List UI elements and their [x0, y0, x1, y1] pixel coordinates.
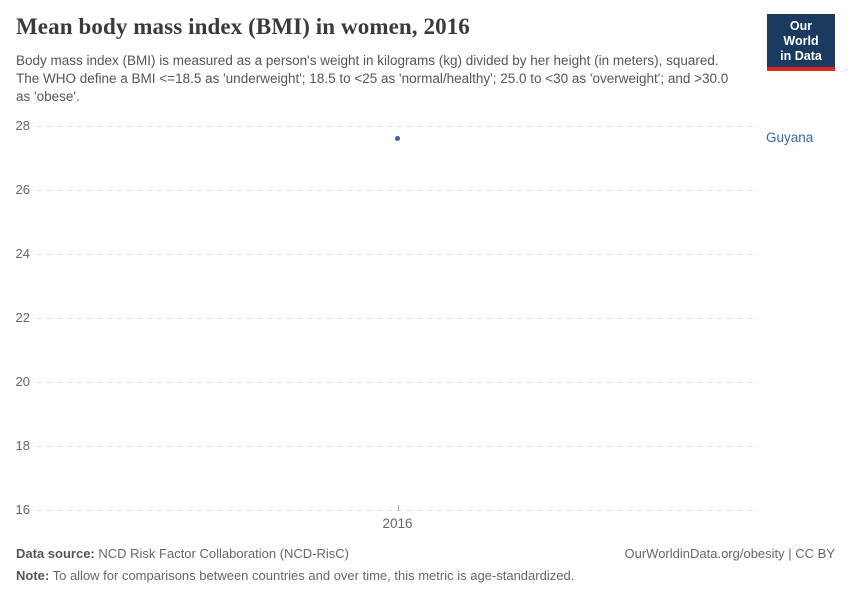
gridline-y-24: [37, 254, 758, 255]
page-title: Mean body mass index (BMI) in women, 201…: [16, 14, 470, 39]
entity-label-guyana[interactable]: Guyana: [766, 129, 814, 145]
note-value: To allow for comparisons between countri…: [49, 568, 575, 583]
data-source-line: Data source: NCD Risk Factor Collaborati…: [16, 546, 349, 561]
chart-footer: Data source: NCD Risk Factor Collaborati…: [16, 546, 835, 583]
owid-license-link[interactable]: OurWorldinData.org/obesity | CC BY: [624, 546, 836, 561]
gridline-y-18: [37, 446, 758, 447]
ytick-label-26: 26: [15, 182, 30, 197]
ytick-label-18: 18: [15, 438, 30, 453]
data-source-value: NCD Risk Factor Collaboration (NCD-RisC): [94, 546, 350, 561]
gridline-y-20: [37, 382, 758, 383]
note-label: Note:: [16, 568, 50, 583]
ytick-label-28: 28: [15, 118, 30, 133]
owid-logo-line2: in Data: [780, 48, 822, 63]
ytick-label-20: 20: [15, 374, 30, 389]
datapoint-guyana[interactable]: [395, 136, 400, 142]
gridline-y-26: [37, 190, 758, 191]
owid-logo[interactable]: Our World in Data: [767, 14, 835, 72]
gridline-y-28: [37, 126, 758, 127]
chart-subtitle: Body mass index (BMI) is measured as a p…: [16, 53, 729, 104]
ytick-label-22: 22: [15, 310, 30, 325]
owid-logo-line1: Our World: [783, 19, 819, 48]
data-source-label: Data source:: [16, 546, 95, 561]
ytick-label-16: 16: [15, 502, 30, 517]
note-line: Note: To allow for comparisons between c…: [16, 568, 574, 583]
xtick-label-2016: 2016: [382, 516, 413, 531]
ytick-label-24: 24: [15, 246, 30, 261]
gridline-y-22: [37, 318, 758, 319]
xtick-mark-2016: [397, 505, 399, 511]
